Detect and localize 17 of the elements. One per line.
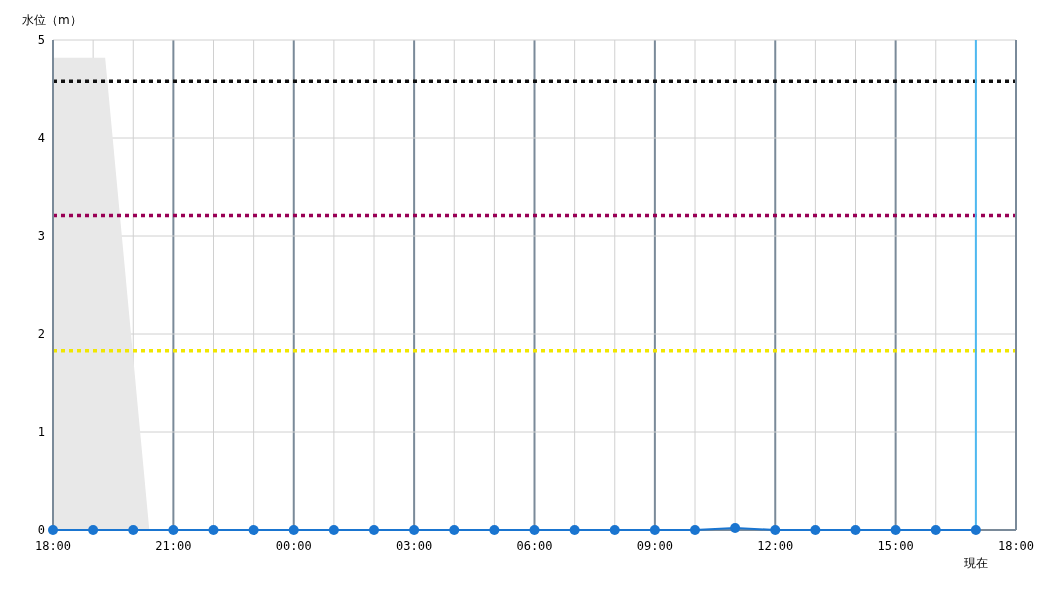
y-tick-label: 4 — [37, 131, 45, 145]
y-tick-label: 1 — [37, 425, 45, 439]
x-tick-label: 12:00 — [757, 539, 794, 553]
y-tick-label: 3 — [37, 229, 45, 243]
y-axis-title: 水位（m） — [22, 13, 82, 27]
y-tick-label: 0 — [37, 523, 45, 537]
x-tick-label: 18:00 — [34, 539, 72, 553]
y-tick-label: 2 — [37, 327, 45, 341]
x-tick-label: 00:00 — [275, 539, 312, 553]
ref-line-label: 現在 — [963, 556, 988, 570]
x-tick-label: 15:00 — [877, 539, 914, 553]
x-tick-label: 21:00 — [155, 539, 192, 553]
x-tick-label: 03:00 — [396, 539, 433, 553]
y-tick-label: 5 — [37, 33, 45, 47]
x-tick-label: 18:00 — [997, 539, 1035, 553]
x-tick-label: 06:00 — [516, 539, 553, 553]
x-tick-label: 09:00 — [636, 539, 673, 553]
